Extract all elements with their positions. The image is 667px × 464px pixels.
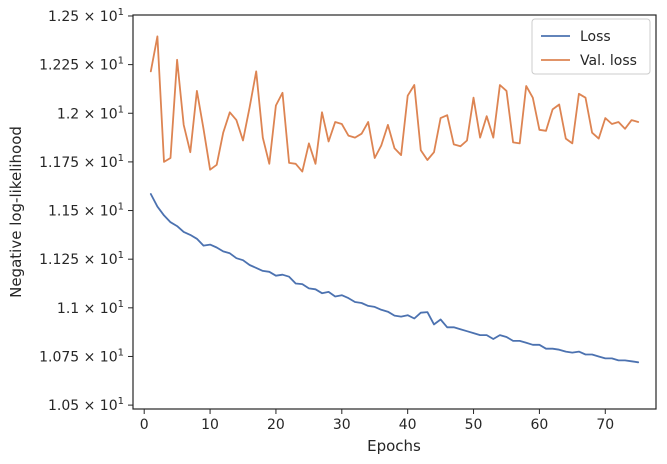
y-tick-label: 1.125 × 101 [39, 250, 124, 268]
series-line-loss [149, 193, 640, 364]
x-tick-label: 30 [333, 417, 351, 433]
x-axis: 0 10 20 30 40 50 60 70 [140, 409, 614, 433]
x-tick-label: 40 [399, 417, 417, 433]
x-tick-label: 70 [596, 417, 614, 433]
x-tick-label: 20 [267, 417, 285, 433]
legend-label-loss: Loss [580, 29, 611, 45]
y-tick-label: 1.05 × 101 [48, 396, 124, 414]
plot-area [132, 14, 657, 410]
y-tick-label: 1.15 × 101 [48, 202, 124, 220]
series-line-val-loss [149, 35, 640, 173]
y-tick-label: 1.175 × 101 [39, 153, 124, 171]
series-layer [149, 35, 640, 364]
legend: Loss Val. loss [531, 18, 651, 75]
y-tick-label: 1.225 × 101 [39, 56, 124, 74]
x-tick-label: 10 [201, 417, 219, 433]
plot-frame [132, 14, 657, 410]
y-axis-title: Negative log-likelihood [7, 126, 25, 298]
x-tick-label: 50 [465, 417, 483, 433]
x-tick-label: 0 [140, 417, 149, 433]
y-axis: 1.05 × 101 1.075 × 101 1.1 × 101 1.125 × 10… [39, 7, 133, 414]
legend-label-val-loss: Val. loss [580, 53, 637, 69]
y-tick-label: 1.1 × 101 [57, 299, 124, 317]
x-tick-label: 60 [530, 417, 548, 433]
y-tick-label: 1.075 × 101 [39, 347, 124, 365]
x-axis-title: Epochs [367, 437, 421, 455]
y-tick-label: 1.2 × 101 [57, 104, 124, 122]
y-tick-label: 1.25 × 101 [48, 7, 124, 25]
